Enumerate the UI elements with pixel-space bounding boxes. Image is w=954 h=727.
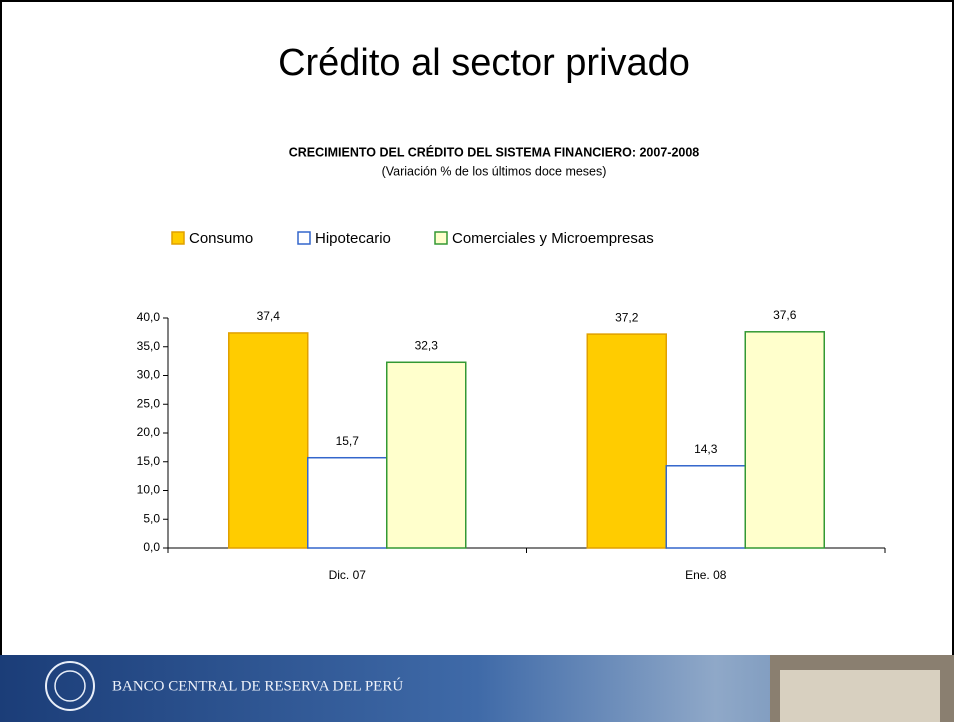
slide-title: Crédito al sector privado <box>278 42 690 84</box>
footer-text: BANCO CENTRAL DE RESERVA DEL PERÚ <box>112 677 403 694</box>
y-tick-label: 30,0 <box>137 368 161 382</box>
chart-title: CRECIMIENTO DEL CRÉDITO DEL SISTEMA FINA… <box>289 144 700 159</box>
data-label: 37,6 <box>773 308 797 322</box>
bar <box>587 334 666 548</box>
photo-building <box>780 670 940 722</box>
data-label: 37,2 <box>615 310 639 324</box>
legend-label: Hipotecario <box>315 230 391 247</box>
y-tick-label: 5,0 <box>143 511 160 525</box>
footer: BANCO CENTRAL DE RESERVA DEL PERÚ <box>0 655 954 722</box>
y-tick-label: 0,0 <box>143 540 160 554</box>
bar <box>387 362 466 548</box>
y-tick-label: 10,0 <box>137 483 161 497</box>
legend-swatch <box>435 232 447 244</box>
legend-swatch <box>298 232 310 244</box>
data-label: 32,3 <box>415 338 439 352</box>
slide: Crédito al sector privado CRECIMIENTO DE… <box>0 0 954 722</box>
legend-swatch <box>172 232 184 244</box>
data-label: 14,3 <box>694 442 718 456</box>
y-tick-label: 35,0 <box>137 339 161 353</box>
bar <box>229 333 308 548</box>
bar <box>745 332 824 548</box>
data-label: 37,4 <box>257 309 281 323</box>
bar <box>666 466 745 548</box>
y-tick-label: 25,0 <box>137 396 161 410</box>
legend-label: Consumo <box>189 230 253 247</box>
x-tick-label: Ene. 08 <box>685 568 727 582</box>
legend-label: Comerciales y Microempresas <box>452 230 654 247</box>
chart-subtitle: (Variación % de los últimos doce meses) <box>382 164 607 178</box>
y-tick-label: 15,0 <box>137 454 161 468</box>
y-tick-label: 20,0 <box>137 425 161 439</box>
data-label: 15,7 <box>336 434 360 448</box>
y-tick-label: 40,0 <box>137 310 161 324</box>
x-tick-label: Dic. 07 <box>329 568 367 582</box>
bar <box>308 458 387 548</box>
